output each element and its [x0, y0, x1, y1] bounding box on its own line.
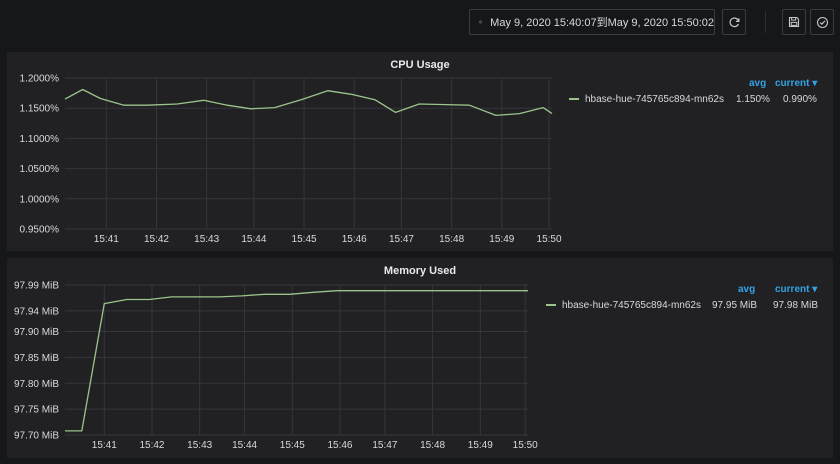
- x-tick-label: 15:47: [372, 440, 397, 451]
- y-tick-label: 97.85 MiB: [14, 353, 59, 364]
- refresh-icon: [729, 16, 739, 27]
- save-icon: [788, 16, 800, 28]
- x-tick-label: 15:49: [468, 440, 493, 451]
- dashboard-toolbar: May 9, 2020 15:40:07到May 9, 2020 15:50:0…: [0, 0, 840, 48]
- x-tick-label: 15:48: [439, 234, 464, 245]
- y-tick-label: 97.70 MiB: [14, 431, 59, 442]
- series-swatch: [569, 98, 579, 101]
- x-tick-label: 15:49: [489, 234, 514, 245]
- legend-current-value: 0.990%: [783, 94, 817, 105]
- cpu-usage-panel: CPU Usage 1.2000% 1.1500% 1.1000% 1.0500% 1.…: [7, 52, 833, 251]
- legend-series-name: hbase-hue-745765c894-mn62s: [562, 300, 701, 311]
- legend-series-item[interactable]: hbase-hue-745765c894-mn62s: [546, 300, 701, 311]
- x-tick-label: 15:41: [94, 234, 119, 245]
- toolbar-divider: [765, 11, 766, 33]
- x-tick-label: 15:43: [187, 440, 212, 451]
- check-circle-icon: [816, 16, 828, 28]
- panel-title: CPU Usage: [390, 59, 450, 71]
- x-tick-label: 15:42: [144, 234, 169, 245]
- time-range-label: May 9, 2020 15:40:07到May 9, 2020 15:50:0…: [490, 17, 714, 29]
- time-range-picker[interactable]: May 9, 2020 15:40:07到May 9, 2020 15:50:0…: [469, 9, 715, 35]
- save-dashboard-button[interactable]: [782, 9, 806, 35]
- series-line: [65, 290, 528, 432]
- x-tick-label: 15:48: [420, 440, 445, 451]
- cpu-usage-chart[interactable]: 1.2000% 1.1500% 1.1000% 1.0500% 1.0000% 0.950…: [7, 52, 833, 251]
- x-tick-label: 15:50: [537, 234, 562, 245]
- legend-current-header[interactable]: current ▾: [775, 284, 818, 295]
- memory-used-chart[interactable]: 97.99 MiB 97.94 MiB 97.90 MiB 97.85 MiB 97.8…: [7, 258, 833, 458]
- y-tick-label: 1.0000%: [20, 194, 60, 205]
- legend-series-item[interactable]: hbase-hue-745765c894-mn62s: [569, 94, 724, 105]
- panel-title: Memory Used: [383, 265, 457, 277]
- series-line: [64, 88, 553, 117]
- x-tick-label: 15:44: [241, 234, 266, 245]
- x-tick-label: 15:44: [232, 440, 257, 451]
- legend-current-value: 97.98 MiB: [773, 300, 819, 311]
- clock-icon: [479, 20, 483, 24]
- y-tick-label: 1.2000%: [20, 74, 60, 85]
- series-swatch: [546, 304, 556, 307]
- x-tick-label: 15:41: [92, 440, 117, 451]
- y-tick-label: 1.0500%: [20, 164, 60, 175]
- legend-avg-value: 1.150%: [736, 94, 770, 105]
- y-tick-label: 97.99 MiB: [14, 281, 59, 292]
- x-tick-label: 15:45: [292, 234, 317, 245]
- x-tick-label: 15:47: [389, 234, 414, 245]
- x-tick-label: 15:43: [194, 234, 219, 245]
- x-tick-label: 15:42: [139, 440, 164, 451]
- y-tick-label: 1.1500%: [20, 104, 60, 115]
- legend-current-header[interactable]: current ▾: [775, 78, 818, 89]
- settings-check-button[interactable]: [810, 9, 834, 35]
- y-tick-label: 0.9500%: [20, 225, 60, 236]
- refresh-button[interactable]: [722, 9, 746, 35]
- legend-avg-header[interactable]: avg: [738, 284, 756, 295]
- x-tick-label: 15:50: [513, 440, 538, 451]
- y-tick-label: 97.90 MiB: [14, 327, 59, 338]
- legend-avg-header[interactable]: avg: [749, 78, 767, 89]
- memory-used-panel: Memory Used 97.99 MiB 97.94 MiB 97.90 MiB 9…: [7, 258, 833, 458]
- y-tick-label: 97.94 MiB: [14, 306, 59, 317]
- y-tick-label: 97.75 MiB: [14, 405, 59, 416]
- y-tick-label: 97.80 MiB: [14, 379, 59, 390]
- x-tick-label: 15:46: [342, 234, 367, 245]
- legend-avg-value: 97.95 MiB: [712, 300, 758, 311]
- x-tick-label: 15:45: [280, 440, 305, 451]
- x-tick-label: 15:46: [327, 440, 352, 451]
- y-tick-label: 1.1000%: [20, 134, 60, 145]
- legend-series-name: hbase-hue-745765c894-mn62s: [585, 94, 724, 105]
